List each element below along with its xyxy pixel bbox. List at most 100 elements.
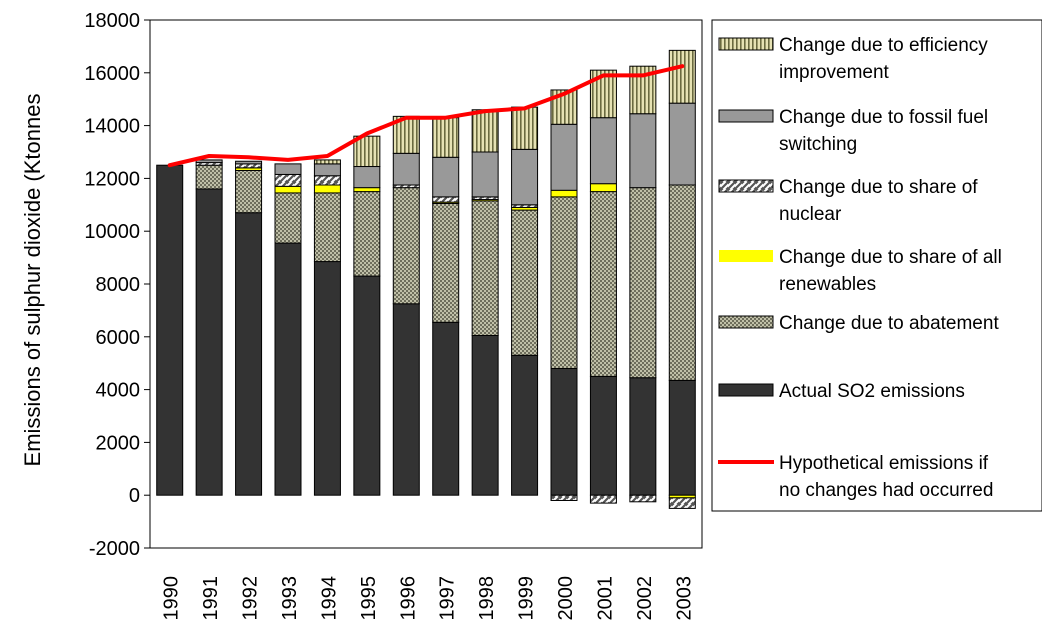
bar-renewables-1995 [353, 187, 381, 193]
bar-abatement-1994 [313, 192, 341, 263]
bar-abatement-1997 [432, 202, 460, 323]
legend-label: Change due to abatement [779, 313, 999, 334]
legend-label: switching [779, 134, 857, 155]
legend-label: Actual SO2 emissions [779, 381, 965, 402]
bar-fossil-2003 [668, 102, 696, 186]
y-tick-label: 10000 [84, 221, 140, 243]
bar-actual-2002 [629, 377, 657, 496]
bar-nuclear-1993 [274, 173, 302, 187]
bar-actual-2000 [550, 367, 578, 496]
x-tick-label: 2000 [555, 576, 577, 621]
bar-actual-1992 [235, 212, 263, 496]
plot-area: 18000 16000 14000 12000 10000 8000 6000 4000 200… [20, 10, 703, 621]
bar-fossil-2000 [550, 123, 578, 191]
bar-fossil-2001 [589, 117, 617, 185]
bar-actual-1993 [274, 242, 302, 496]
bar-renewables-2001 [589, 183, 617, 193]
y-tick-label: -2000 [89, 538, 140, 560]
legend-swatch-actual [718, 383, 774, 397]
legend-swatch-nuclear [718, 179, 774, 193]
bar-actual-2003 [668, 379, 696, 496]
bar-nuclear-2001 [589, 494, 617, 504]
y-tick-label: 16000 [84, 63, 140, 85]
bar-actual-2001 [589, 375, 617, 496]
bar-actual-1990 [156, 164, 184, 496]
legend-swatch-fossil [718, 109, 774, 123]
x-tick-label: 2002 [634, 576, 656, 621]
x-tick-label: 1996 [397, 576, 419, 621]
bar-actual-1996 [392, 303, 420, 496]
legend-box [711, 19, 1042, 512]
plot-frame [149, 19, 703, 549]
bar-nuclear-2000 [550, 494, 578, 501]
bar-abatement-1992 [235, 169, 263, 214]
bar-renewables-1994 [313, 184, 341, 194]
hypothetical-emissions-line [167, 64, 685, 168]
bar-fossil-1991 [195, 159, 223, 164]
y-tick-label: 8000 [96, 274, 141, 296]
x-tick-label: 1991 [200, 576, 222, 621]
legend-label: nuclear [779, 204, 842, 225]
bar-actual-1997 [432, 321, 460, 496]
bar-abatement-1991 [195, 164, 223, 190]
legend: Change due to efficiency improvement Chang… [711, 19, 1042, 512]
bar-fossil-1992 [235, 160, 263, 165]
bar-abatement-1995 [353, 191, 381, 277]
legend-label: Change due to share of all [779, 247, 1002, 268]
x-tick-label: 1999 [516, 576, 538, 621]
y-tick-label: 6000 [96, 327, 141, 349]
bar-actual-1994 [313, 261, 341, 496]
bar-efficiency-2003 [668, 49, 696, 104]
bar-fossil-1995 [353, 166, 381, 189]
bar-abatement-1993 [274, 192, 302, 244]
y-tick-label: 14000 [84, 116, 140, 138]
legend-label: no changes had occurred [779, 480, 993, 501]
x-tick-label: 1992 [240, 576, 262, 621]
y-tick-label: 2000 [96, 432, 141, 454]
bar-nuclear-2003 [668, 497, 696, 509]
x-tick-label: 1995 [358, 576, 380, 621]
x-tick-label: 1994 [318, 576, 340, 621]
bar-fossil-1999 [511, 148, 539, 206]
bar-actual-1998 [471, 334, 499, 496]
legend-label: Change due to efficiency [779, 35, 988, 56]
y-tick-label: 18000 [84, 10, 140, 32]
y-axis-label: Emissions of sulphur dioxide (Ktonnes [20, 94, 45, 467]
x-tick-label: 2001 [594, 576, 616, 621]
x-tick-label: 1993 [279, 576, 301, 621]
bar-actual-1995 [353, 275, 381, 496]
bar-fossil-1994 [313, 163, 341, 177]
bar-renewables-2000 [550, 189, 578, 198]
y-tick-label: 12000 [84, 168, 140, 190]
bar-renewables-1993 [274, 185, 302, 194]
legend-label: Hypothetical emissions if [779, 453, 989, 474]
bar-abatement-2002 [629, 187, 657, 379]
bar-nuclear-1992 [235, 163, 263, 169]
legend-label: Change due to share of [779, 177, 978, 198]
legend-swatch-efficiency [718, 37, 774, 51]
legend-label: renewables [779, 274, 876, 295]
bar-fossil-1993 [274, 163, 302, 175]
bar-fossil-1996 [392, 152, 420, 186]
bar-abatement-1999 [511, 209, 539, 356]
bar-nuclear-1994 [313, 175, 341, 186]
bar-efficiency-1995 [353, 135, 381, 168]
bar-nuclear-2002 [629, 494, 657, 503]
y-tick-label: 0 [129, 485, 140, 507]
y-tick-label: 4000 [96, 380, 141, 402]
bar-abatement-1996 [392, 187, 420, 305]
bar-abatement-2000 [550, 196, 578, 369]
bar-efficiency-1997 [432, 117, 460, 158]
bar-nuclear-1997 [432, 196, 460, 203]
legend-label: improvement [779, 62, 890, 83]
bar-fossil-2002 [629, 113, 657, 189]
bar-abatement-1998 [471, 200, 499, 336]
x-tick-label: 2003 [673, 576, 695, 621]
legend-swatch-renewables [719, 250, 773, 262]
legend-label: Change due to fossil fuel [779, 107, 988, 128]
x-tick-label: 1997 [437, 576, 459, 621]
bar-abatement-2003 [668, 184, 696, 381]
bar-actual-1991 [195, 188, 223, 496]
bar-actual-1999 [511, 354, 539, 496]
